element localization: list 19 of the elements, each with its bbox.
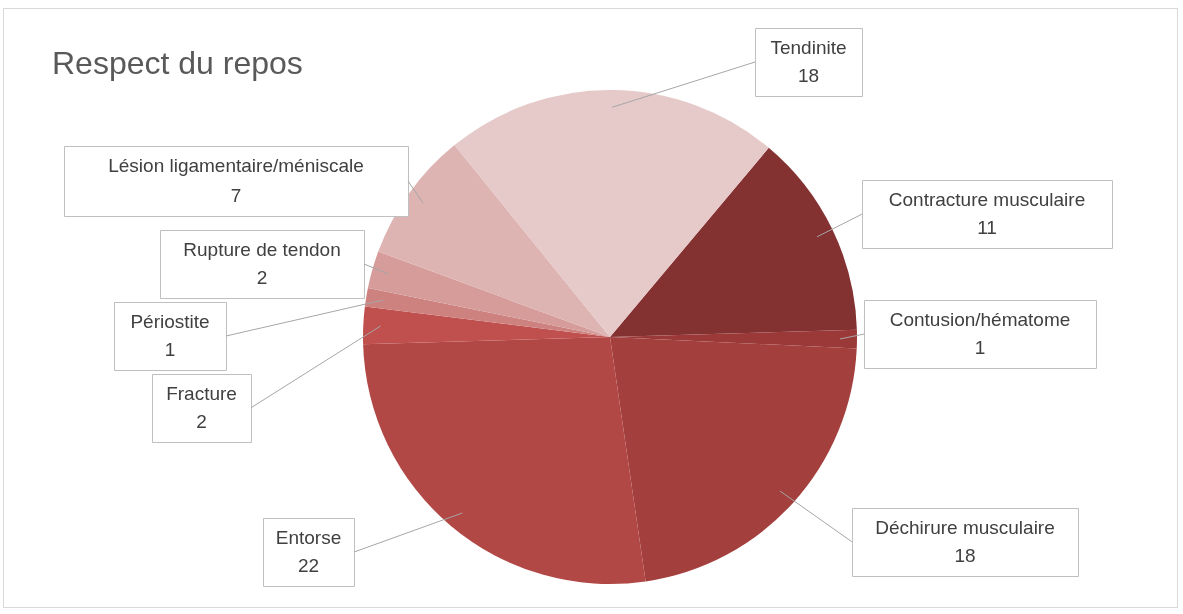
data-label: 22 [297,555,320,577]
data-label: 2 [196,411,207,433]
data-label: 1 [164,339,176,361]
data-label: 11 [977,217,997,239]
slice-label: Lésion ligamentaire/méniscale [108,155,364,177]
slice-label: Fracture [166,382,237,404]
data-label: 2 [256,267,268,289]
slice-label: Rupture de tendon [183,238,341,260]
data-label: 18 [797,65,820,87]
data-label: 1 [974,337,986,359]
slice-label: Déchirure musculaire [875,516,1055,538]
slice-label: Entorse [275,526,342,548]
slice-label: Contracture musculaire [888,188,1086,210]
slice-label: Tendinite [770,36,847,58]
data-label: 7 [230,184,242,206]
slice-label: Contusion/hématome [889,308,1071,330]
slice-label: Périostite [130,310,210,332]
data-label: 18 [954,545,976,567]
chart-title: Respect du repos [52,45,303,81]
